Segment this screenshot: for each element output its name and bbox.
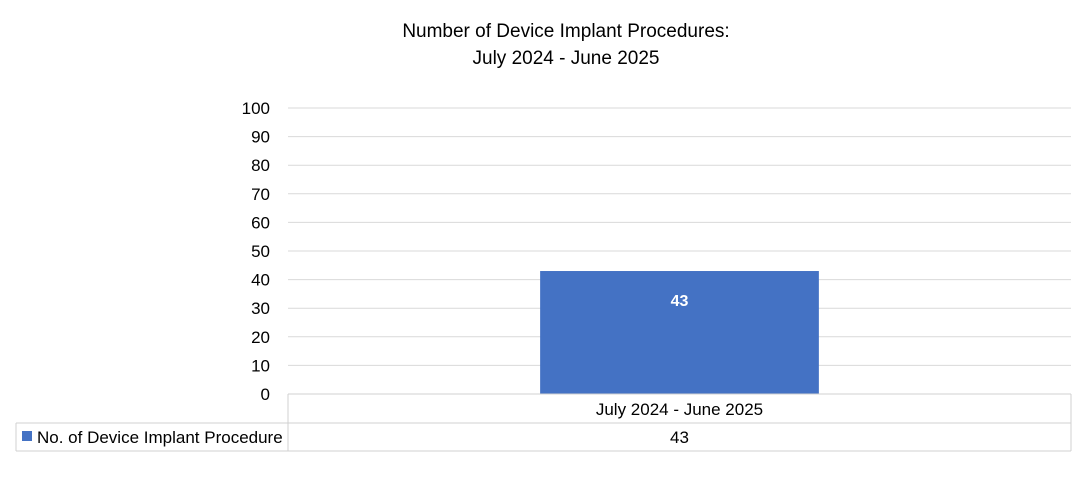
y-tick-label: 60 [251,213,270,232]
y-tick-label: 50 [251,242,270,261]
chart-title-line-1: Number of Device Implant Procedures: [402,21,730,42]
y-tick-label: 70 [251,185,270,204]
legend-key-swatch [22,431,32,441]
y-axis-tick-labels: 0 10 20 30 40 50 60 70 80 90 100 [242,99,270,404]
chart-title-line-2: July 2024 - June 2025 [472,48,660,69]
y-tick-label: 0 [261,385,270,404]
data-table: July 2024 - June 2025 43 No. of Device Imp… [15,393,1072,452]
y-tick-label: 30 [251,299,270,318]
y-tick-label: 20 [251,328,270,347]
y-tick-label: 100 [242,99,270,118]
y-tick-label: 80 [251,156,270,175]
y-tick-label: 40 [251,271,270,290]
y-tick-label: 10 [251,356,270,375]
x-category-label: July 2024 - June 2025 [596,400,763,419]
y-tick-label: 90 [251,128,270,147]
bar-data-label: 43 [671,293,689,310]
bar [540,271,819,394]
table-value-cell: 43 [670,428,689,447]
bars: 43 [540,271,819,394]
chart-title: Number of Device Implant Procedures: Jul… [0,18,1088,72]
gridlines [288,107,1071,366]
legend-series-label: No. of Device Implant Procedure [37,428,283,447]
